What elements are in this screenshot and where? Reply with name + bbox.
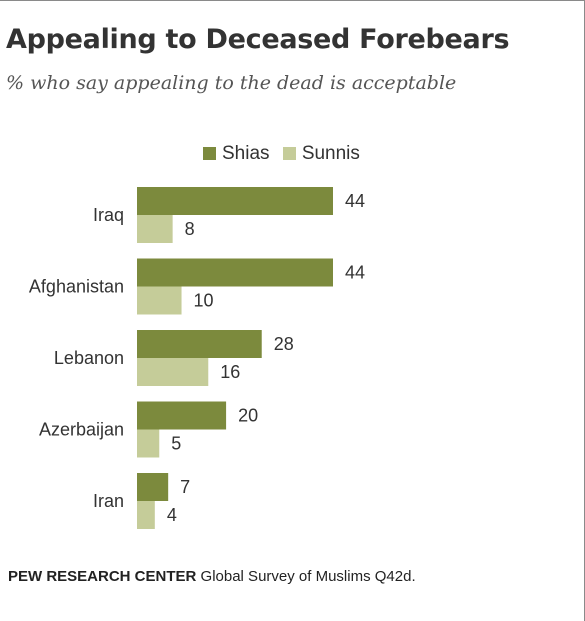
source-note: PEW RESEARCH CENTER Global Survey of Mus… (8, 568, 416, 585)
bar-afghanistan-sunnis (137, 286, 182, 315)
value-label-afghanistan-shias: 44 (345, 262, 365, 282)
category-label-afghanistan: Afghanistan (29, 276, 124, 296)
legend: Shias Sunnis (203, 143, 368, 165)
chart-title: Appealing to Deceased Forebears (6, 24, 510, 55)
value-label-lebanon-shias: 28 (274, 334, 294, 354)
bar-afghanistan-shias (137, 258, 333, 287)
category-label-iran: Iran (93, 491, 124, 511)
bar-iran-shias (137, 473, 169, 501)
legend-item-sunnis: Sunnis (282, 143, 360, 165)
bar-iraq-sunnis (137, 215, 173, 243)
category-label-lebanon: Lebanon (54, 348, 124, 368)
legend-label-shias: Shias (222, 143, 270, 164)
category-label-iraq: Iraq (93, 205, 124, 225)
value-label-lebanon-sunnis: 16 (220, 362, 240, 382)
source-text: Global Survey of Muslims Q42d. (200, 568, 416, 585)
value-label-afghanistan-sunnis: 10 (194, 290, 214, 310)
bar-lebanon-sunnis (137, 358, 209, 386)
source-org: PEW RESEARCH CENTER (8, 568, 197, 585)
category-label-azerbaijan: Azerbaijan (39, 419, 124, 439)
value-label-iraq-shias: 44 (345, 191, 365, 211)
value-label-azerbaijan-sunnis: 5 (171, 433, 181, 453)
legend-label-sunnis: Sunnis (301, 143, 360, 164)
legend-item-shias: Shias (203, 143, 270, 165)
value-label-iran-shias: 7 (180, 477, 190, 497)
legend-swatch-shias (203, 146, 216, 160)
bar-azerbaijan-sunnis (137, 429, 160, 458)
value-label-azerbaijan-shias: 20 (238, 405, 258, 425)
value-label-iraq-sunnis: 8 (185, 219, 195, 239)
bar-azerbaijan-shias (137, 401, 227, 430)
bar-lebanon-shias (137, 330, 262, 358)
bar-iran-sunnis (137, 501, 155, 529)
legend-swatch-sunnis (282, 146, 296, 160)
value-label-iran-sunnis: 4 (167, 505, 177, 525)
bar-iraq-shias (137, 187, 333, 215)
chart-subtitle: % who say appealing to the dead is accep… (6, 72, 457, 94)
